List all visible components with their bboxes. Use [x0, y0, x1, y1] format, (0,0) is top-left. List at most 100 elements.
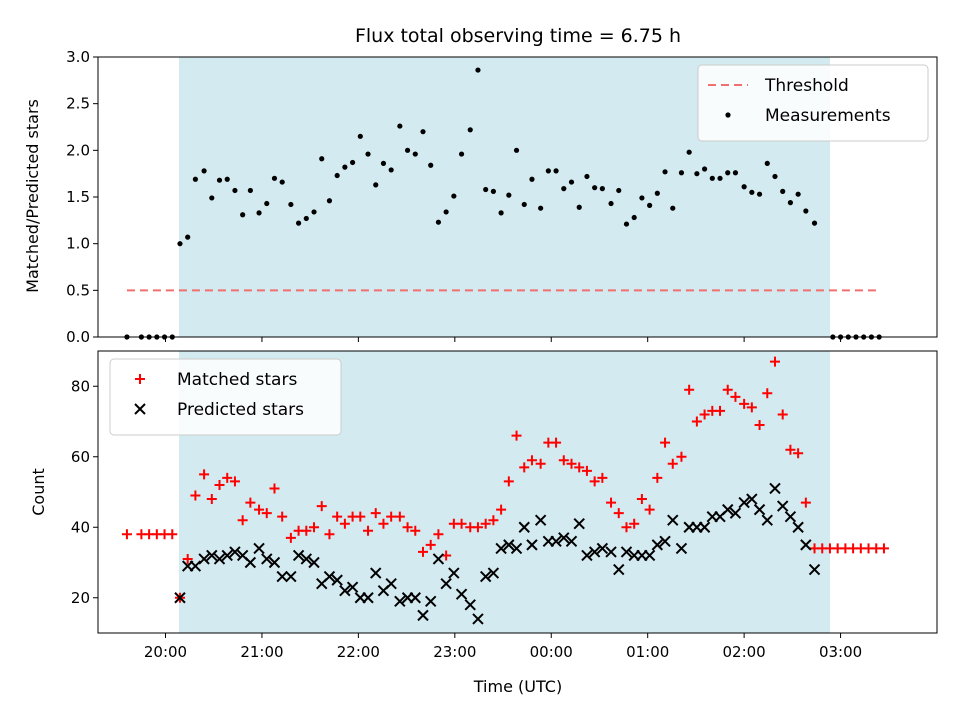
data-point	[722, 503, 734, 516]
data-point	[326, 198, 333, 204]
data-point	[380, 160, 387, 166]
data-point	[339, 584, 351, 597]
data-point	[472, 522, 483, 533]
data-point	[738, 496, 750, 509]
data-point	[292, 549, 305, 562]
data-point	[647, 202, 653, 208]
data-point	[362, 592, 374, 604]
data-point	[558, 532, 570, 544]
data-point	[565, 535, 578, 548]
data-point	[784, 510, 797, 523]
data-point	[715, 405, 726, 416]
data-point	[295, 220, 302, 226]
data-point	[303, 215, 309, 222]
x-tick-label: 03:00	[819, 643, 862, 661]
legend-label: Matched stars	[177, 370, 297, 390]
data-point	[699, 409, 710, 420]
data-point	[670, 205, 676, 211]
data-point	[511, 430, 522, 441]
data-point	[787, 200, 794, 206]
data-point	[425, 539, 436, 550]
data-point	[189, 560, 202, 572]
data-point	[795, 191, 801, 197]
data-point	[190, 490, 201, 501]
data-point	[386, 511, 397, 522]
data-point	[764, 160, 770, 166]
data-point	[746, 402, 757, 413]
data-point	[433, 529, 444, 540]
data-point	[185, 234, 191, 240]
data-point	[245, 497, 256, 508]
data-point	[209, 195, 215, 201]
data-point	[229, 546, 241, 558]
data-point	[709, 175, 715, 181]
data-point	[409, 592, 421, 604]
data-point	[285, 532, 296, 543]
data-point	[370, 508, 381, 519]
data-point	[534, 514, 547, 526]
legend-marker	[134, 403, 146, 415]
data-point	[772, 173, 778, 180]
data-point	[394, 595, 406, 607]
data-point	[730, 391, 741, 402]
data-point	[535, 458, 546, 469]
data-point	[370, 567, 382, 579]
data-point	[793, 448, 804, 459]
data-point	[589, 476, 600, 487]
data-point	[198, 553, 210, 565]
data-point	[424, 595, 437, 607]
data-point	[311, 209, 317, 215]
data-point	[331, 574, 343, 586]
y-tick-label: 2.0	[66, 141, 90, 159]
data-point	[334, 172, 340, 179]
data-point	[182, 553, 193, 564]
data-point	[199, 469, 210, 480]
data-point	[722, 384, 733, 395]
y-tick-label: 1.5	[66, 188, 90, 206]
legend-marker	[725, 112, 731, 118]
data-point	[518, 521, 530, 533]
data-point	[660, 437, 671, 448]
data-point	[488, 515, 499, 526]
x-tick-label: 01:00	[626, 643, 669, 661]
data-point	[675, 542, 688, 555]
data-point	[651, 539, 664, 551]
data-point	[643, 549, 656, 562]
data-point	[769, 356, 780, 367]
y-tick-label: 0.5	[66, 281, 90, 299]
data-point	[568, 179, 575, 185]
series-measurements	[124, 67, 882, 340]
data-point	[676, 451, 687, 462]
data-point	[451, 193, 457, 199]
data-point	[385, 577, 397, 590]
data-point	[701, 166, 708, 172]
data-point	[741, 184, 747, 190]
data-point	[725, 170, 731, 176]
data-point	[319, 156, 325, 162]
data-point	[694, 171, 700, 177]
data-point	[357, 133, 363, 139]
data-point	[729, 507, 742, 519]
y-tick-label: 3.0	[66, 48, 90, 66]
data-point	[308, 556, 320, 569]
data-point	[698, 521, 711, 533]
data-point	[667, 514, 679, 526]
data-point	[526, 539, 538, 551]
data-point	[261, 553, 273, 565]
data-point	[777, 409, 788, 420]
data-point	[237, 515, 248, 526]
data-point	[355, 511, 366, 522]
data-point	[800, 539, 812, 551]
data-point	[394, 511, 405, 522]
data-point	[776, 500, 789, 512]
data-point	[214, 479, 225, 490]
data-point	[631, 214, 637, 221]
data-point	[472, 613, 484, 625]
data-point	[300, 553, 313, 565]
data-point	[599, 186, 605, 192]
data-point	[276, 570, 288, 583]
data-point	[192, 176, 199, 182]
data-point	[388, 167, 394, 173]
data-point	[240, 212, 246, 218]
data-point	[691, 416, 702, 427]
